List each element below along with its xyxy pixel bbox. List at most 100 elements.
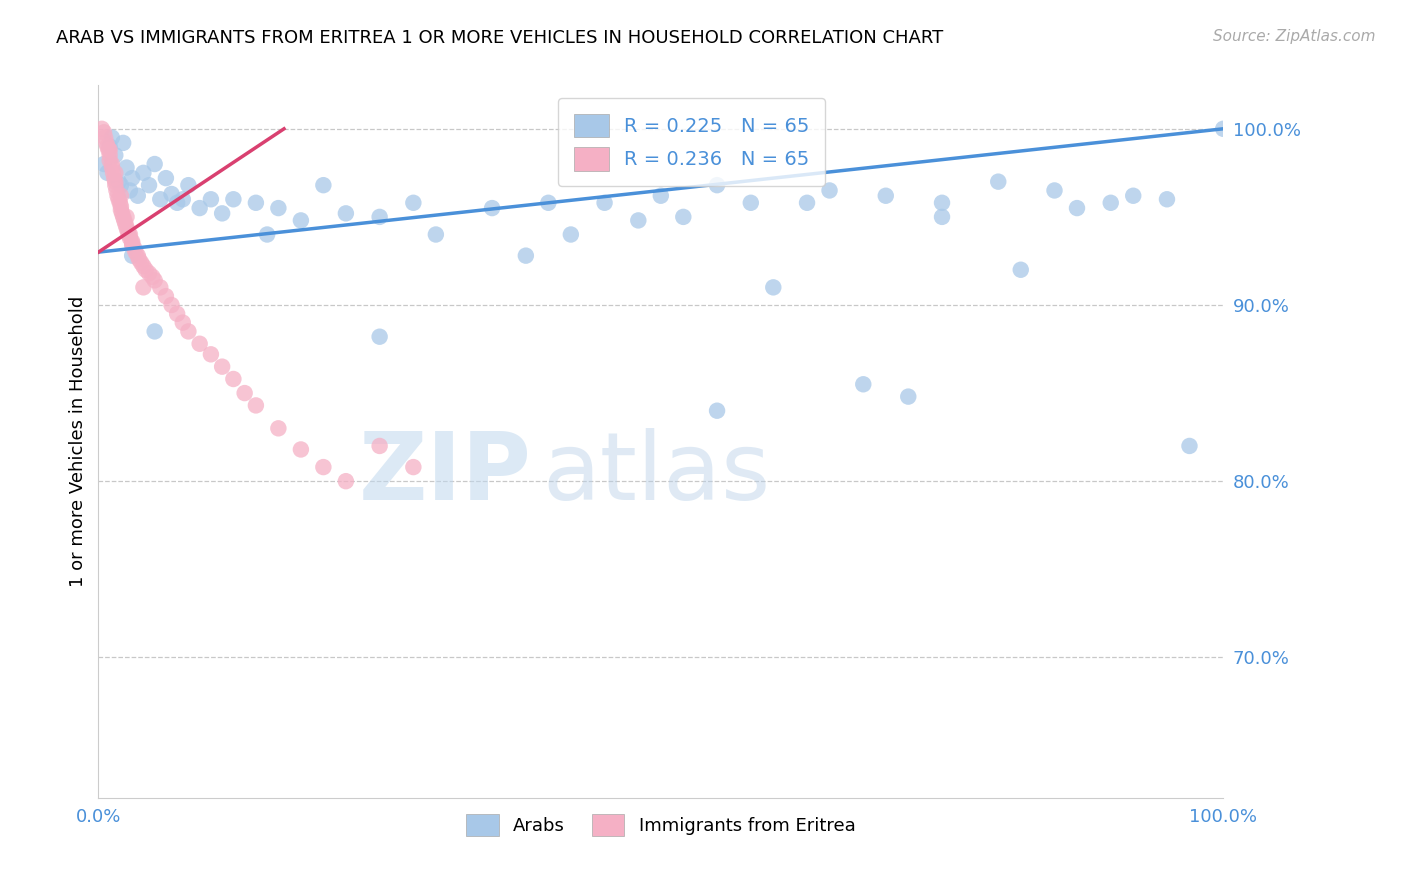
Point — [107, 188, 129, 202]
Point — [110, 202, 132, 217]
Point — [875, 188, 897, 202]
Point — [222, 192, 245, 206]
Point — [211, 206, 233, 220]
Point — [200, 192, 222, 206]
Point — [121, 235, 143, 249]
Point — [172, 192, 194, 206]
Point — [1066, 201, 1088, 215]
Point — [931, 195, 953, 210]
Point — [160, 186, 183, 201]
Point — [110, 188, 132, 202]
Point — [267, 421, 290, 435]
Point — [368, 439, 391, 453]
Point — [706, 178, 728, 193]
Point — [117, 224, 139, 238]
Point — [121, 249, 143, 263]
Point — [101, 130, 124, 145]
Point — [110, 178, 132, 193]
Point — [290, 442, 312, 457]
Point — [121, 236, 143, 251]
Point — [129, 256, 152, 270]
Point — [121, 171, 143, 186]
Point — [931, 210, 953, 224]
Point — [118, 227, 141, 242]
Point — [672, 210, 695, 224]
Point — [141, 269, 163, 284]
Point — [200, 347, 222, 361]
Point — [138, 266, 160, 280]
Point — [115, 161, 138, 175]
Point — [211, 359, 233, 374]
Point — [177, 178, 200, 193]
Point — [101, 157, 124, 171]
Point — [368, 329, 391, 343]
Point — [107, 192, 129, 206]
Point — [110, 199, 132, 213]
Point — [97, 143, 120, 157]
Point — [98, 148, 121, 162]
Point — [1156, 192, 1178, 206]
Text: ARAB VS IMMIGRANTS FROM ERITREA 1 OR MORE VEHICLES IN HOUSEHOLD CORRELATION CHAR: ARAB VS IMMIGRANTS FROM ERITREA 1 OR MOR… — [56, 29, 943, 47]
Y-axis label: 1 or more Vehicles in Household: 1 or more Vehicles in Household — [69, 296, 87, 587]
Point — [335, 206, 357, 220]
Point — [115, 210, 138, 224]
Point — [105, 184, 128, 198]
Point — [101, 166, 124, 180]
Point — [188, 201, 211, 215]
Point — [96, 136, 118, 150]
Point — [114, 217, 136, 231]
Point — [818, 184, 841, 198]
Point — [132, 259, 155, 273]
Point — [90, 121, 112, 136]
Point — [172, 316, 194, 330]
Point — [481, 201, 503, 215]
Point — [104, 148, 127, 162]
Point — [132, 280, 155, 294]
Point — [118, 184, 141, 198]
Point — [368, 210, 391, 224]
Point — [897, 390, 920, 404]
Point — [245, 399, 267, 413]
Point — [104, 175, 127, 189]
Point — [112, 210, 135, 224]
Point — [118, 227, 141, 242]
Point — [101, 161, 124, 175]
Point — [149, 192, 172, 206]
Point — [1043, 184, 1066, 198]
Point — [143, 325, 166, 339]
Point — [94, 130, 117, 145]
Point — [112, 213, 135, 227]
Point — [143, 157, 166, 171]
Point — [121, 238, 143, 252]
Point — [1212, 121, 1234, 136]
Point — [149, 280, 172, 294]
Text: atlas: atlas — [543, 427, 770, 520]
Point — [852, 377, 875, 392]
Point — [256, 227, 278, 242]
Point — [177, 325, 200, 339]
Point — [96, 139, 118, 153]
Point — [135, 262, 157, 277]
Point — [312, 178, 335, 193]
Point — [112, 136, 135, 150]
Point — [650, 188, 672, 202]
Point — [96, 166, 118, 180]
Point — [127, 188, 149, 202]
Point — [1122, 188, 1144, 202]
Point — [987, 175, 1010, 189]
Point — [166, 195, 188, 210]
Point — [402, 195, 425, 210]
Point — [98, 153, 121, 168]
Legend: Arabs, Immigrants from Eritrea: Arabs, Immigrants from Eritrea — [458, 806, 863, 843]
Point — [1099, 195, 1122, 210]
Point — [128, 252, 150, 267]
Point — [560, 227, 582, 242]
Point — [155, 171, 177, 186]
Point — [706, 403, 728, 417]
Point — [762, 280, 785, 294]
Point — [222, 372, 245, 386]
Point — [627, 213, 650, 227]
Point — [132, 166, 155, 180]
Point — [93, 125, 115, 139]
Point — [425, 227, 447, 242]
